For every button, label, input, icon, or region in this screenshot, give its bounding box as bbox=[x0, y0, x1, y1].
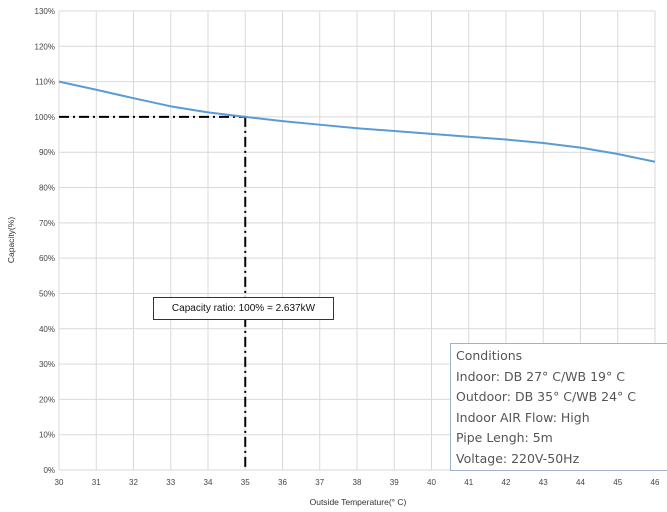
capacity-series-line bbox=[58, 80, 656, 163]
y-tick-label: 120% bbox=[35, 42, 55, 51]
x-tick-label: 36 bbox=[278, 478, 287, 487]
y-tick-label: 70% bbox=[39, 219, 55, 228]
y-tick-label: 0% bbox=[43, 466, 55, 475]
conditions-title: Conditions bbox=[456, 348, 523, 363]
condition-outdoor: Outdoor: DB 35° C/WB 24° C bbox=[456, 389, 637, 404]
x-tick-label: 38 bbox=[353, 478, 362, 487]
x-tick-label: 40 bbox=[427, 478, 436, 487]
series-layer bbox=[58, 80, 656, 163]
capacity-ratio-annotation: Capacity ratio: 100% = 2.637kW bbox=[153, 297, 334, 320]
y-tick-label: 40% bbox=[39, 325, 55, 334]
y-tick-label: 110% bbox=[35, 78, 55, 87]
y-tick-label: 100% bbox=[35, 113, 55, 122]
y-tick-labels: 0% 10% 20% 30% 40% 50% 60% 70% 80% 90% 100% 110% 120… bbox=[35, 7, 55, 475]
condition-air-flow: Indoor AIR Flow: High bbox=[456, 409, 590, 425]
x-tick-label: 39 bbox=[390, 478, 399, 487]
x-tick-label: 37 bbox=[315, 478, 324, 487]
condition-indoor: Indoor: DB 27° C/WB 19° C bbox=[456, 368, 625, 384]
y-tick-label: 130% bbox=[35, 7, 55, 16]
x-tick-label: 33 bbox=[166, 478, 175, 487]
y-tick-label: 80% bbox=[39, 184, 55, 193]
x-tick-label: 32 bbox=[129, 478, 138, 487]
y-tick-label: 60% bbox=[39, 254, 55, 263]
y-tick-label: 50% bbox=[39, 289, 55, 298]
x-tick-label: 45 bbox=[613, 478, 622, 487]
x-tick-label: 30 bbox=[55, 478, 64, 487]
y-tick-label: 90% bbox=[39, 148, 55, 157]
y-tick-label: 10% bbox=[39, 431, 55, 440]
reference-lines bbox=[59, 115, 247, 470]
x-tick-label: 41 bbox=[464, 478, 473, 487]
x-tick-labels: 30 31 32 33 34 35 36 37 38 39 40 41 42 43 44 45 46 bbox=[55, 478, 660, 487]
x-tick-label: 42 bbox=[502, 478, 511, 487]
x-tick-label: 46 bbox=[651, 478, 660, 487]
y-tick-label: 30% bbox=[39, 360, 55, 369]
x-tick-label: 31 bbox=[92, 478, 101, 487]
x-axis-title: Outside Temperature(° C) bbox=[310, 497, 407, 507]
x-tick-label: 35 bbox=[241, 478, 250, 487]
x-tick-label: 43 bbox=[539, 478, 548, 487]
x-tick-label: 44 bbox=[576, 478, 585, 487]
x-tick-label: 34 bbox=[204, 478, 213, 487]
y-axis-title: Capacity(%) bbox=[6, 217, 16, 263]
condition-pipe-length: Pipe Lengh: 5m bbox=[456, 430, 553, 445]
conditions-box: Conditions Indoor: DB 27° C/WB 19° C Out… bbox=[450, 343, 667, 471]
y-tick-label: 20% bbox=[39, 395, 55, 404]
condition-voltage: Voltage: 220V-50Hz bbox=[456, 450, 580, 466]
